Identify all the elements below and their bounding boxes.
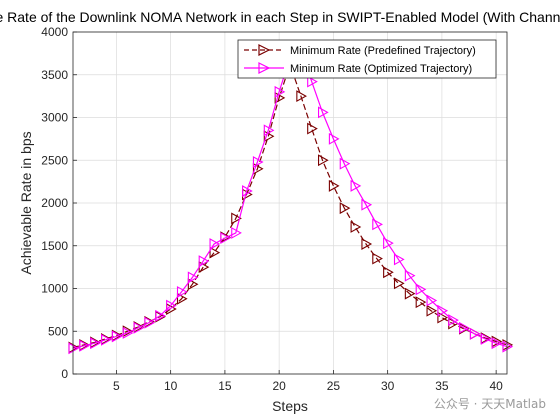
marker-optimized xyxy=(491,337,503,350)
x-tick-label: 25 xyxy=(327,379,341,393)
marker-optimized xyxy=(361,198,373,211)
marker-predefined xyxy=(339,202,351,215)
marker-optimized xyxy=(274,85,286,98)
marker-predefined xyxy=(231,212,242,225)
marker-optimized xyxy=(350,179,362,192)
marker-optimized xyxy=(372,218,383,231)
marker-optimized xyxy=(101,333,112,346)
marker-predefined xyxy=(437,311,449,324)
marker-predefined xyxy=(350,221,362,233)
marker-predefined xyxy=(404,287,416,300)
watermark: 公众号 · 天天Matlab xyxy=(433,397,546,411)
chart-title: Achievable Rate of the Downlink NOMA Net… xyxy=(0,9,560,25)
x-tick-label: 15 xyxy=(218,379,232,393)
marker-predefined xyxy=(393,277,405,290)
legend-label-predefined: Minimum Rate (Predefined Trajectory) xyxy=(290,45,476,57)
marker-optimized xyxy=(220,232,232,244)
marker-optimized xyxy=(90,337,101,350)
marker-predefined xyxy=(274,91,286,104)
legend-marker-predefined xyxy=(258,44,271,56)
marker-optimized xyxy=(187,271,199,284)
marker-optimized xyxy=(242,185,253,197)
marker-optimized xyxy=(415,283,427,296)
marker-optimized xyxy=(339,157,351,170)
marker-optimized xyxy=(383,237,394,250)
marker-optimized xyxy=(404,269,416,282)
x-tick-label: 40 xyxy=(489,379,503,393)
marker-optimized xyxy=(111,330,123,343)
y-tick-label: 1000 xyxy=(41,282,68,296)
marker-optimized xyxy=(448,314,459,327)
marker-predefined xyxy=(415,296,427,309)
marker-predefined xyxy=(383,266,394,279)
marker-optimized xyxy=(252,156,264,168)
legend-label-optimized: Minimum Rate (Optimized Trajectory) xyxy=(290,63,472,75)
y-tick-label: 1500 xyxy=(41,239,68,253)
marker-optimized xyxy=(231,226,242,239)
marker-optimized xyxy=(393,253,405,266)
marker-optimized xyxy=(144,316,156,329)
legend: Minimum Rate (Predefined Trajectory) Min… xyxy=(237,39,497,79)
marker-optimized xyxy=(469,327,481,340)
y-tick-label: 3000 xyxy=(41,111,68,125)
x-tick-label: 5 xyxy=(113,379,120,393)
legend-box xyxy=(237,39,497,79)
marker-optimized xyxy=(263,124,275,137)
marker-predefined xyxy=(318,154,329,167)
marker-optimized xyxy=(209,238,221,250)
marker-optimized xyxy=(166,299,177,312)
marker-optimized xyxy=(155,309,166,322)
marker-optimized xyxy=(68,342,80,355)
marker-optimized xyxy=(502,340,514,353)
marker-predefined xyxy=(361,238,373,250)
marker-predefined xyxy=(252,162,264,175)
marker-predefined xyxy=(307,122,318,135)
marker-optimized xyxy=(328,132,340,145)
marker-optimized xyxy=(480,333,492,345)
x-tick-label: 30 xyxy=(381,379,395,393)
marker-optimized xyxy=(426,294,438,307)
marker-optimized xyxy=(307,75,318,88)
y-tick-label: 500 xyxy=(48,324,68,338)
y-tick-label: 2500 xyxy=(41,153,68,167)
marker-predefined xyxy=(372,252,383,265)
marker-predefined xyxy=(328,179,340,192)
x-axis-label: Steps xyxy=(272,398,308,414)
marker-predefined xyxy=(209,246,221,259)
marker-optimized xyxy=(198,255,210,268)
x-tick-label: 35 xyxy=(435,379,449,393)
marker-predefined xyxy=(426,304,438,317)
marker-optimized xyxy=(122,327,134,339)
y-tick-label: 3500 xyxy=(41,68,68,82)
marker-predefined xyxy=(296,90,307,103)
marker-optimized xyxy=(133,321,145,334)
y-tick-label: 2000 xyxy=(41,196,68,210)
x-tick-label: 10 xyxy=(164,379,178,393)
marker-optimized xyxy=(176,285,188,298)
y-tick-label: 4000 xyxy=(41,25,68,39)
marker-optimized xyxy=(437,304,449,317)
marker-optimized xyxy=(459,321,470,334)
legend-marker-optimized xyxy=(258,62,271,74)
marker-predefined xyxy=(176,292,188,305)
y-tick-label: 0 xyxy=(61,367,68,381)
marker-optimized xyxy=(79,339,90,352)
ticks: 5 10 15 20 25 30 35 40 0 500 1000 1500 2000 2500 3000 3… xyxy=(41,25,503,393)
x-tick-label: 20 xyxy=(272,379,286,393)
marker-predefined xyxy=(263,130,275,143)
marker-predefined xyxy=(187,278,199,291)
marker-optimized xyxy=(318,106,329,119)
y-axis-label: Achievable Rate in bps xyxy=(18,131,34,274)
